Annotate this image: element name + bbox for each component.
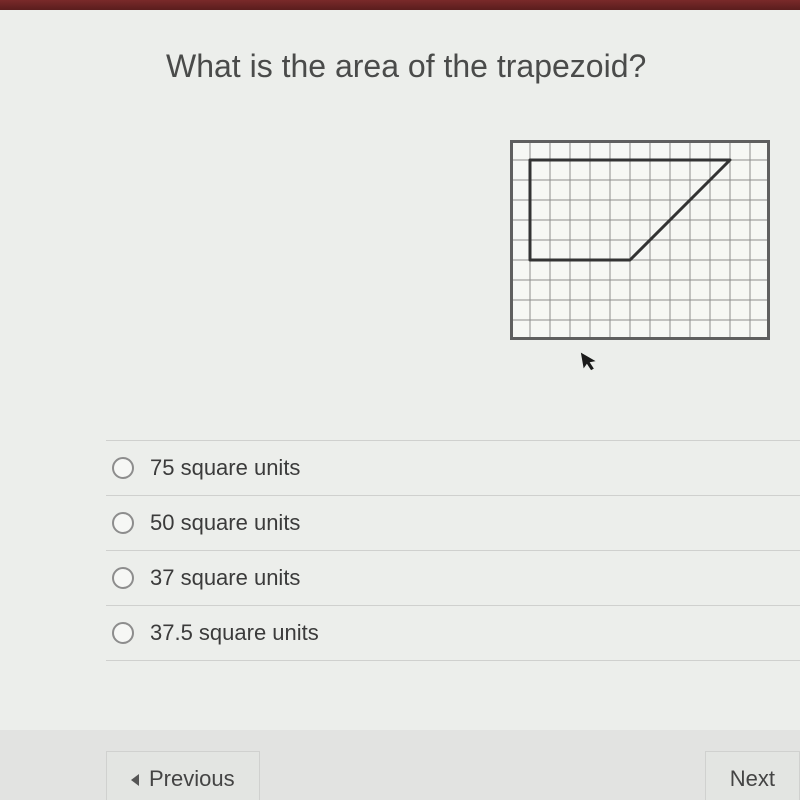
figure-area [510, 140, 770, 340]
option-row[interactable]: 75 square units [106, 440, 800, 495]
previous-label: Previous [149, 766, 235, 791]
question-content: What is the area of the trapezoid? 75 sq… [106, 10, 800, 730]
answer-options: 75 square units 50 square units 37 squar… [106, 440, 800, 661]
next-label: Next [730, 766, 775, 791]
previous-button[interactable]: Previous [106, 751, 260, 800]
option-row[interactable]: 50 square units [106, 495, 800, 550]
left-gutter [0, 10, 107, 730]
nav-area: Previous Next [106, 740, 800, 800]
page-body: What is the area of the trapezoid? 75 sq… [0, 10, 800, 800]
radio-icon[interactable] [112, 512, 134, 534]
option-label: 50 square units [150, 510, 300, 536]
radio-icon[interactable] [112, 567, 134, 589]
top-accent-bar [0, 0, 800, 10]
chevron-left-icon [131, 774, 139, 786]
question-title: What is the area of the trapezoid? [106, 10, 800, 85]
radio-icon[interactable] [112, 457, 134, 479]
radio-icon[interactable] [112, 622, 134, 644]
option-row[interactable]: 37 square units [106, 550, 800, 605]
next-button[interactable]: Next [705, 751, 800, 800]
option-row[interactable]: 37.5 square units [106, 605, 800, 661]
option-label: 75 square units [150, 455, 300, 481]
option-label: 37 square units [150, 565, 300, 591]
trapezoid-grid-figure [510, 140, 770, 340]
mouse-cursor-icon [580, 349, 603, 380]
option-label: 37.5 square units [150, 620, 319, 646]
